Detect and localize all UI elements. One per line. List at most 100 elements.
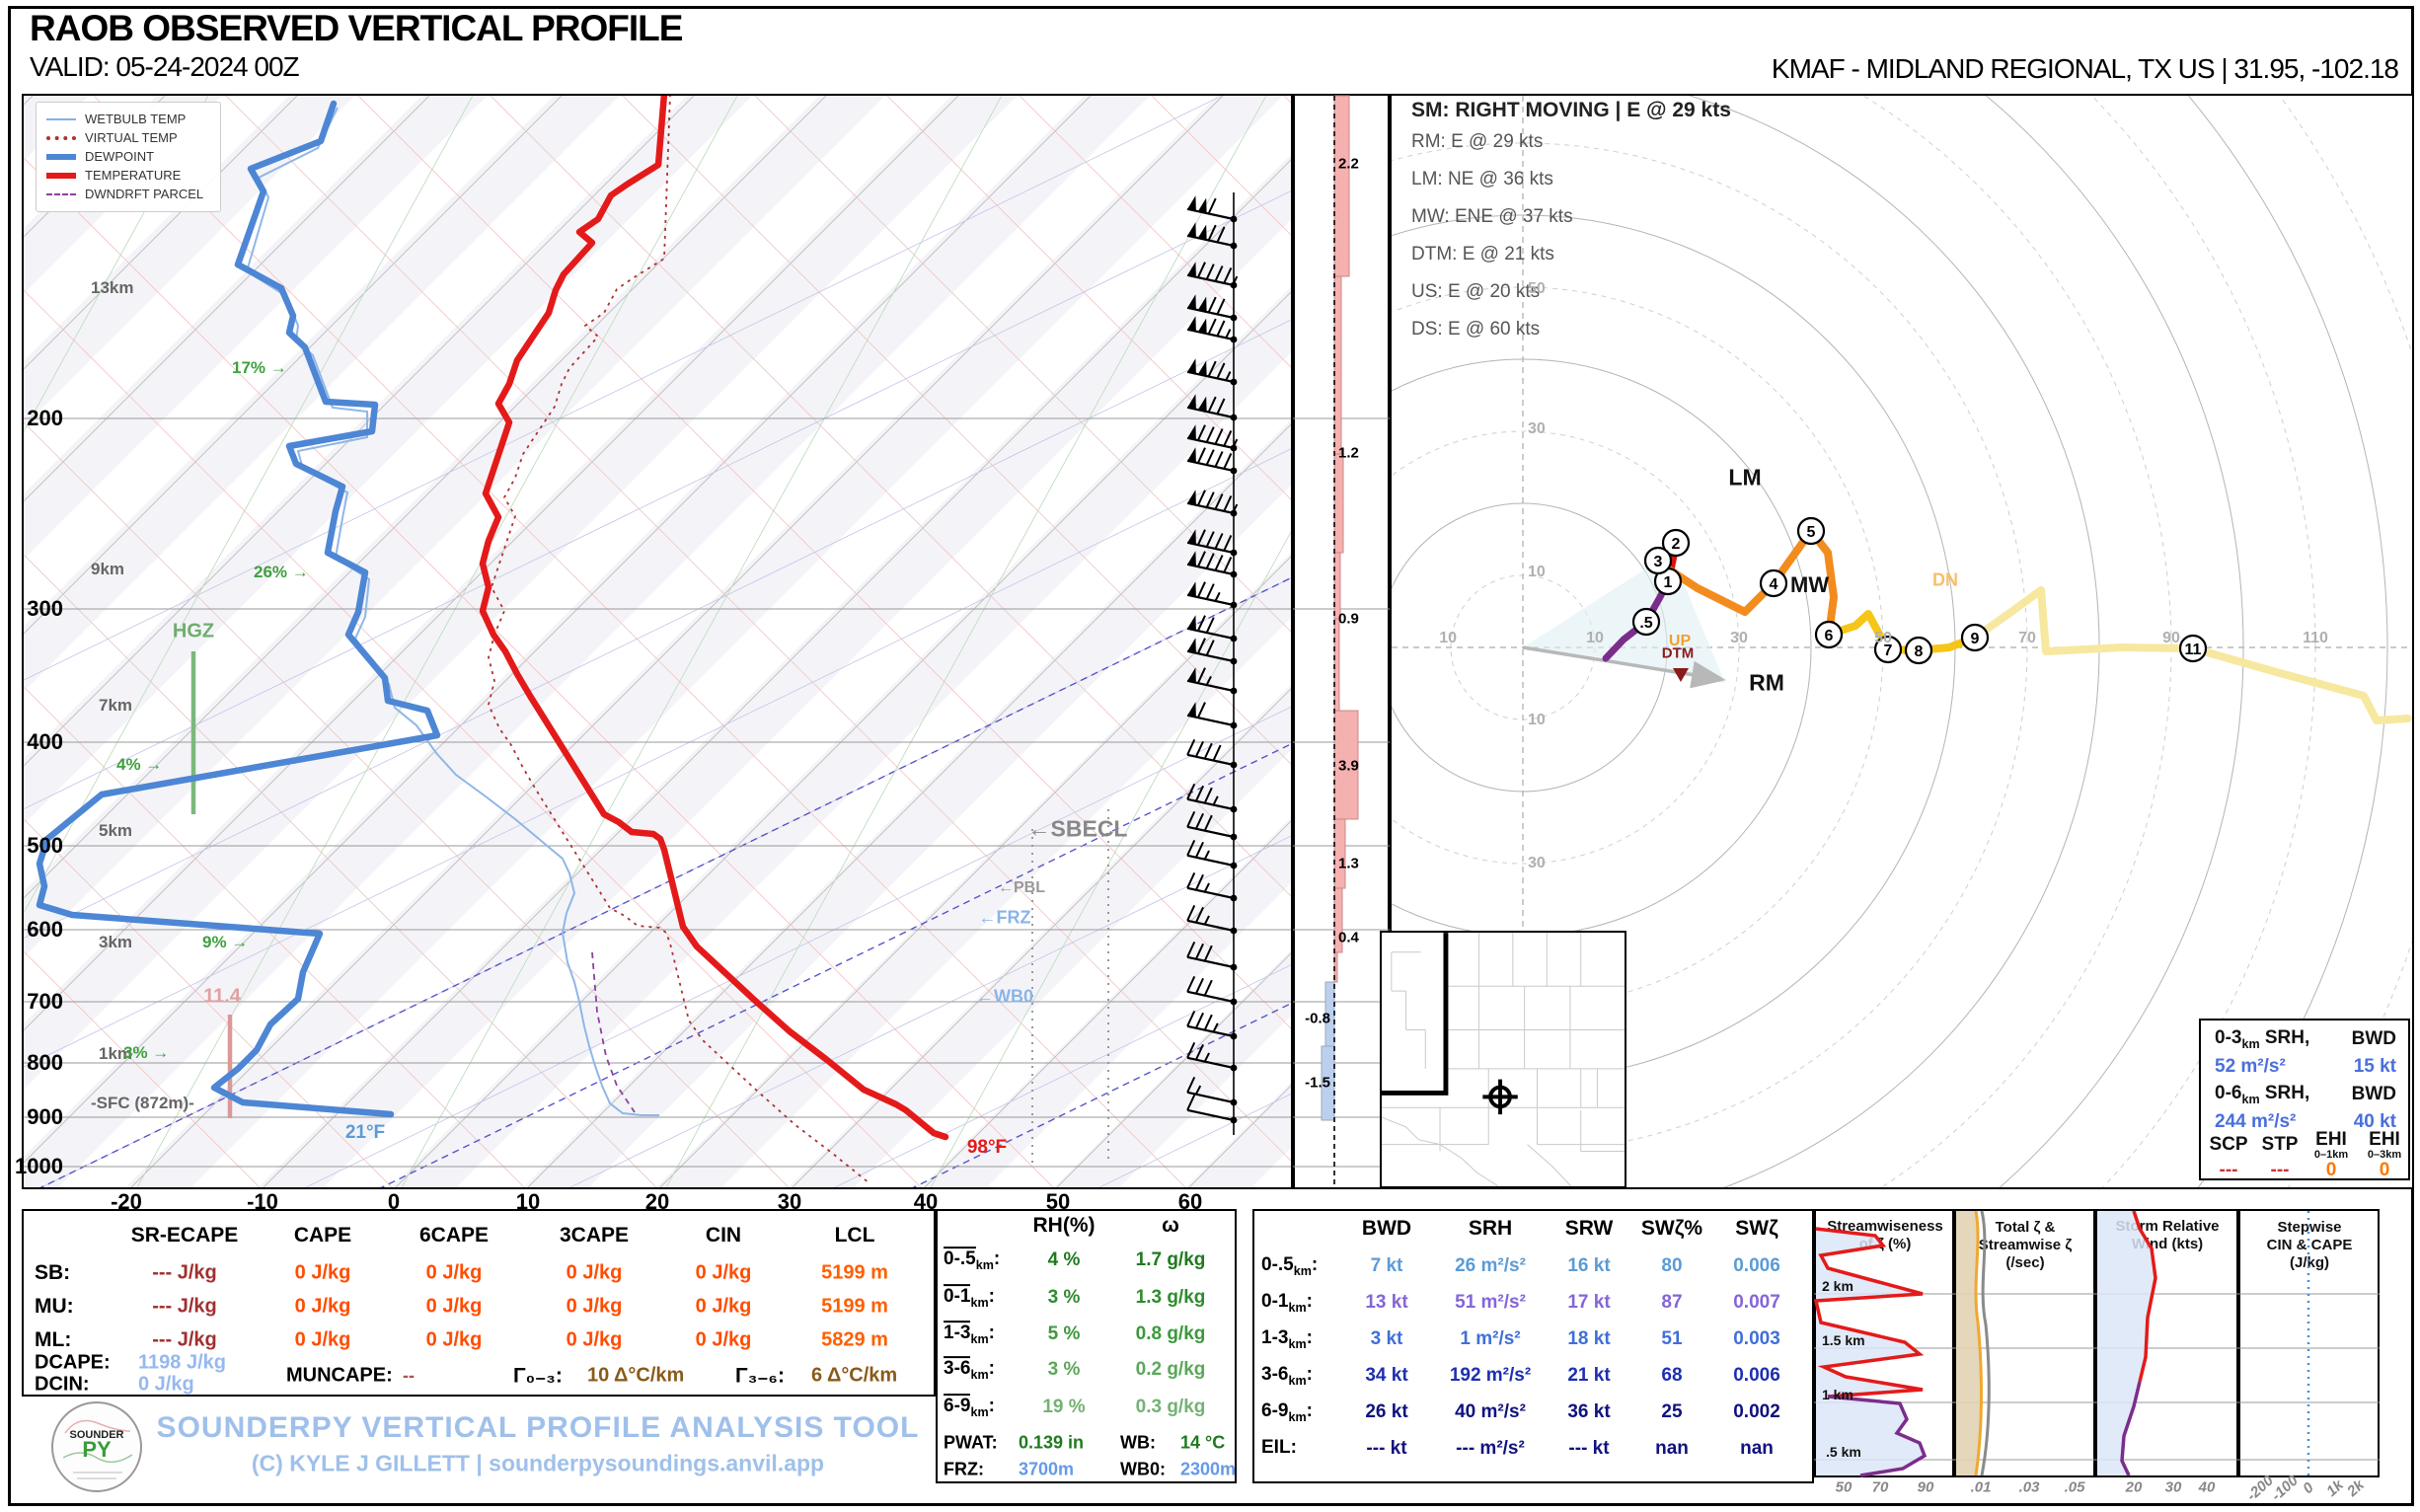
height-label-5: 1km <box>99 1044 133 1063</box>
ring-label-up-2: 10 <box>1528 564 1546 580</box>
moisture-cell-3-0: 3 % <box>1047 1359 1081 1380</box>
ring-label-right-2: 50 <box>1874 630 1892 646</box>
legend-label: TEMPERATURE <box>85 168 182 183</box>
location-map <box>1380 931 1626 1188</box>
ehi3-header: EHI <box>2369 1129 2400 1150</box>
hodo-marker-4 <box>1759 568 1788 598</box>
hodo-marker-label-8: 8 <box>1915 643 1924 660</box>
hodo-marker-label-1: 1 <box>1664 574 1673 591</box>
rh-annotation-0: 17% → <box>232 358 287 377</box>
panel-gridlines <box>1814 1293 2380 1461</box>
stepwise-title: Stepwise CIN & CAPE (J/kg) <box>2266 1219 2353 1271</box>
thermo-header-5: LCL <box>834 1224 875 1247</box>
hodo-marker-6 <box>1814 620 1844 649</box>
legend-label: WETBULB TEMP <box>85 112 187 126</box>
skewt-panel <box>22 94 1293 1189</box>
omega-value-0: 2.2 <box>1338 155 1359 173</box>
kinematics-cell-0-1: 26 m²/s² <box>1455 1255 1526 1276</box>
skewt-chart <box>24 96 1291 1187</box>
kinematics-cell-1-2: 17 kt <box>1567 1292 1611 1313</box>
thermo-cell-1-3: 0 J/kg <box>566 1295 623 1318</box>
wind-barb-0 <box>1186 195 1238 223</box>
wb0-value: 2300m <box>1180 1459 1237 1479</box>
thermo-cell-0-5: 5199 m <box>821 1261 888 1284</box>
wind-barb-23 <box>1186 941 1238 971</box>
wind-barb-column <box>1186 195 1239 1124</box>
ehi3-sub: 0–3km <box>2367 1149 2402 1161</box>
frz-row-label: FRZ: <box>944 1459 984 1479</box>
wind-barb-19 <box>1186 810 1238 841</box>
ring-label-right-0: 10 <box>1586 630 1604 646</box>
kinematics-row-label-4: 6-9km: <box>1261 1400 1313 1424</box>
kinematics-cell-1-0: 13 kt <box>1365 1292 1408 1313</box>
hodo-marker-5 <box>1796 516 1826 546</box>
hodo-marker-3 <box>1643 546 1673 575</box>
thermo-cell-0-2: 0 J/kg <box>425 1261 483 1284</box>
virtual-temp-trace <box>488 96 870 1184</box>
moisture-cell-0-1: 1.7 g/kg <box>1135 1249 1206 1270</box>
srh-bwd-box <box>2199 1019 2410 1180</box>
sfc-label: -SFC (872m)- <box>91 1094 194 1112</box>
kinematics-cell-3-1: 192 m²/s² <box>1449 1365 1532 1386</box>
pressure-tick-8: 1000 <box>15 1154 63 1178</box>
frz-label: ←FRZ <box>978 907 1031 928</box>
bwd3-header: BWD <box>2351 1028 2396 1049</box>
thermo-header-2: 6CAPE <box>418 1224 490 1247</box>
panel-height-label-3: .5 km <box>1826 1444 1861 1460</box>
pressure-tick-6: 800 <box>27 1050 63 1075</box>
streamwiseness-tick-0: 50 <box>1835 1478 1853 1496</box>
storm-motion-line-2: MW: ENE @ 37 kts <box>1411 206 1573 227</box>
thermo-cell-1-4: 0 J/kg <box>695 1295 752 1318</box>
storm-motion-line-1: LM: NE @ 36 kts <box>1411 169 1553 189</box>
height-label-0: 13km <box>91 278 134 297</box>
pwat-label: PWAT: <box>944 1432 998 1453</box>
thermo-cell-0-4: 0 J/kg <box>695 1261 752 1284</box>
pwat-value: 0.139 in <box>1019 1432 1085 1453</box>
sr-wind-fill <box>2097 1211 2155 1475</box>
hodo-marker-label-4: 4 <box>1770 576 1778 593</box>
thermo-cell-0-0: --- J/kg <box>152 1261 217 1284</box>
omega-value-2: 0.9 <box>1338 610 1359 628</box>
ehi1-value: 0 <box>2325 1160 2337 1180</box>
sr-wind-purple-curve <box>2120 1381 2142 1476</box>
total-zeta-title: Total ζ & Streamwise ζ (/sec) <box>1978 1219 2073 1271</box>
storm-motion-line-5: DS: E @ 60 kts <box>1411 319 1541 340</box>
kinematics-header-3: SWζ% <box>1640 1217 1703 1240</box>
hodo-marker-label-.5: .5 <box>1639 615 1652 632</box>
thermo-cell-0-1: 0 J/kg <box>294 1261 351 1284</box>
gamma36-value: 6 Δ°C/km <box>811 1364 898 1387</box>
hodo-marker-label-7: 7 <box>1884 643 1893 659</box>
hodo-marker-label-5: 5 <box>1807 524 1816 541</box>
ring-label-left-0: 10 <box>1439 630 1457 646</box>
panel-height-label-2: 1 km <box>1822 1387 1853 1402</box>
moisture-row-label-1: 0-1km: <box>944 1284 995 1310</box>
thermo-cell-2-5: 5829 m <box>821 1328 888 1351</box>
wind-barb-4 <box>1186 316 1238 343</box>
moisture-cell-2-0: 5 % <box>1047 1323 1081 1344</box>
temperature-trace <box>479 96 949 1141</box>
ring-label-right-4: 90 <box>2162 630 2180 646</box>
legend-item-dwndrft: DWNDRFT PARCEL <box>46 185 210 203</box>
stp-value: --- <box>2270 1160 2290 1180</box>
virtual-temp-line-icon <box>46 135 76 140</box>
skewt-legend: WETBULB TEMP VIRTUAL TEMP DEWPOINT TEMPE… <box>36 102 221 212</box>
moisture-row-label-3: 3-6km: <box>944 1356 995 1382</box>
wind-barb-24 <box>1186 975 1238 1006</box>
wind-barb-15 <box>1186 667 1238 695</box>
wind-barb-1 <box>1186 222 1238 250</box>
thermo-cell-2-1: 0 J/kg <box>294 1328 351 1351</box>
thermo-cell-2-3: 0 J/kg <box>566 1328 623 1351</box>
pressure-gridlines <box>24 417 1291 1168</box>
wind-barb-28 <box>1186 1094 1238 1124</box>
srh3-value: 52 m²/s² <box>2215 1056 2286 1077</box>
scp-value: --- <box>2219 1160 2238 1180</box>
rm-label: RM <box>1749 669 1784 696</box>
kinematics-cell-5-2: --- kt <box>1568 1438 1610 1459</box>
temperature-line-icon <box>46 172 76 179</box>
bwd3-value: 15 kt <box>2353 1056 2396 1077</box>
up-label: UP <box>1668 633 1692 649</box>
kinematics-cell-2-4: 0.003 <box>1733 1328 1780 1349</box>
dwndrft-parcel-trace <box>591 951 636 1113</box>
